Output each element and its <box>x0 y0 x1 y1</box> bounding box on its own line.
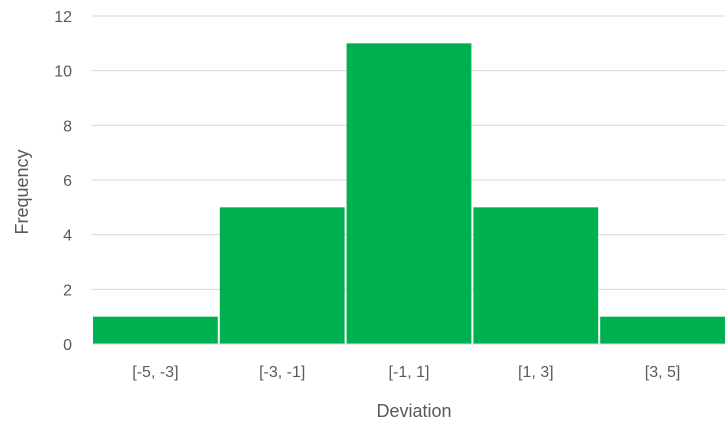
x-tick-label: [-3, -1] <box>259 364 305 381</box>
y-tick-label: 8 <box>63 118 72 135</box>
bar-2 <box>346 43 472 344</box>
y-tick-label: 0 <box>63 337 72 354</box>
x-tick-label: [-5, -3] <box>132 364 178 381</box>
x-tick-label: [-1, 1] <box>389 364 430 381</box>
y-tick-label: 4 <box>63 228 72 245</box>
y-tick-label: 10 <box>54 64 72 81</box>
y-axis-title: Frequency <box>12 149 32 234</box>
bar-0 <box>93 316 218 344</box>
bar-1 <box>219 207 345 344</box>
x-axis-title: Deviation <box>376 401 451 421</box>
y-tick-label: 6 <box>63 173 72 190</box>
y-tick-label: 2 <box>63 282 72 299</box>
bar-4 <box>600 316 725 344</box>
x-axis-tick-labels: [-5, -3] [-3, -1] [-1, 1] [1, 3] [3, 5] <box>132 364 680 381</box>
x-tick-label: [3, 5] <box>645 364 681 381</box>
y-axis-tick-labels: 0 2 4 6 8 10 12 <box>54 9 72 354</box>
y-tick-label: 12 <box>54 9 72 26</box>
bar-3 <box>473 207 599 344</box>
bars <box>93 43 725 344</box>
x-tick-label: [1, 3] <box>518 364 554 381</box>
